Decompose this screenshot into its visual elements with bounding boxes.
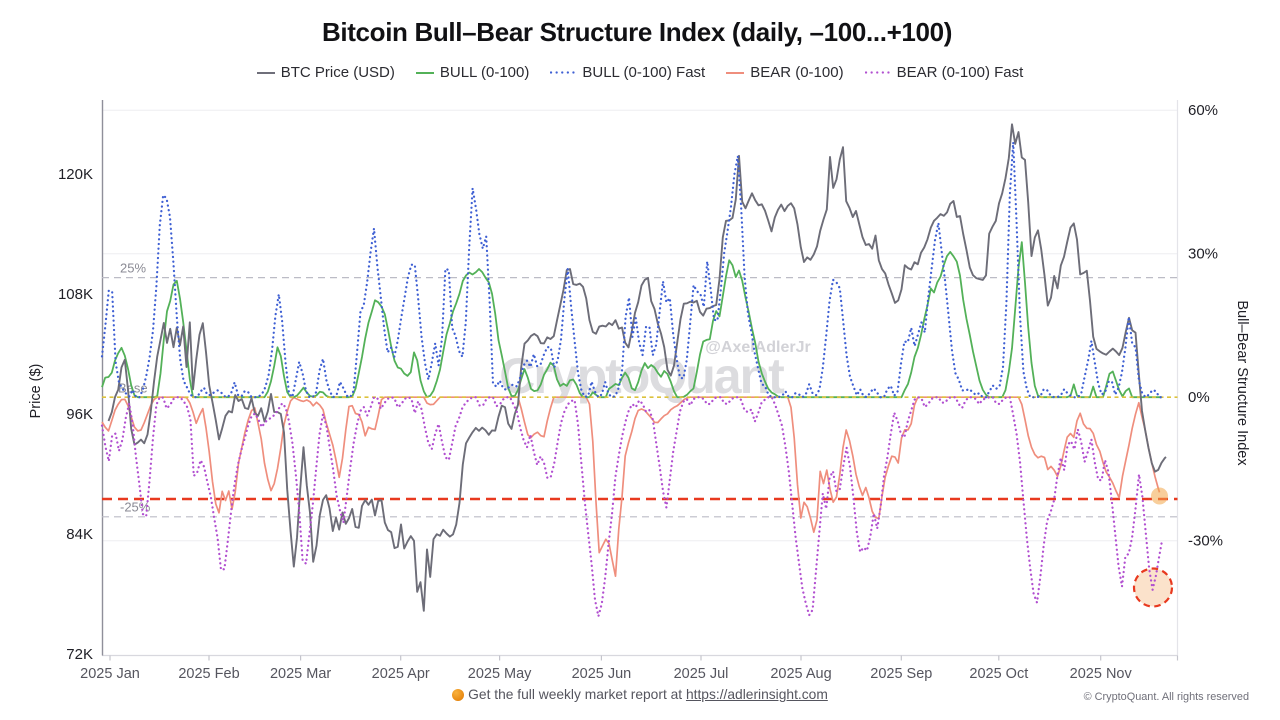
svg-text:30%: 30% [1188, 246, 1218, 263]
svg-text:2025 Nov: 2025 Nov [1070, 666, 1133, 682]
svg-text:-30%: -30% [1188, 533, 1223, 550]
svg-text:2025 Sep: 2025 Sep [870, 666, 932, 682]
svg-text:2025 Jan: 2025 Jan [80, 666, 140, 682]
svg-text:25%: 25% [120, 261, 146, 276]
svg-text:-25%: -25% [120, 500, 151, 515]
svg-text:2025 Feb: 2025 Feb [178, 666, 239, 682]
svg-text:Price ($): Price ($) [28, 364, 44, 419]
svg-text:2025 Jun: 2025 Jun [572, 666, 632, 682]
svg-text:120K: 120K [58, 166, 93, 183]
svg-text:108K: 108K [58, 286, 93, 303]
svg-text:2025 Mar: 2025 Mar [270, 666, 331, 682]
svg-text:2025 Oct: 2025 Oct [969, 666, 1028, 682]
svg-text:CryptoQuant: CryptoQuant [499, 348, 785, 404]
svg-text:2025 Apr: 2025 Apr [372, 666, 430, 682]
svg-text:96K: 96K [66, 406, 93, 423]
svg-text:84K: 84K [66, 526, 93, 543]
svg-text:2025 May: 2025 May [468, 666, 532, 682]
svg-text:2025 Jul: 2025 Jul [674, 666, 729, 682]
svg-text:60%: 60% [1188, 102, 1218, 119]
svg-text:@AxelAdlerJr: @AxelAdlerJr [705, 339, 810, 356]
svg-text:0%: 0% [1188, 389, 1210, 406]
svg-text:72K: 72K [66, 646, 93, 663]
svg-text:Bull–Bear Structure Index: Bull–Bear Structure Index [1234, 300, 1250, 466]
svg-text:2025 Aug: 2025 Aug [770, 666, 831, 682]
